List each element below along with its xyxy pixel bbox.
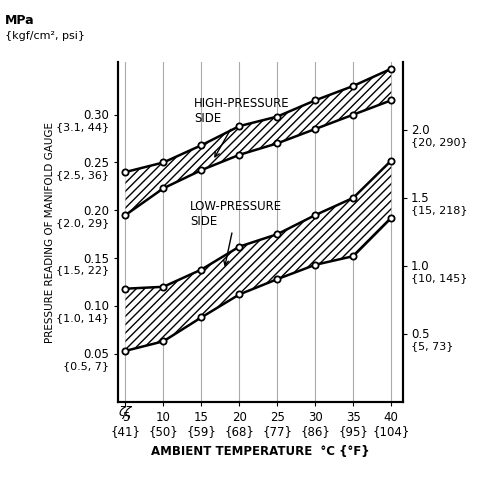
Text: {20, 290}: {20, 290} [411,137,468,147]
Text: 2.0: 2.0 [411,124,430,137]
Text: HIGH-PRESSURE
SIDE: HIGH-PRESSURE SIDE [194,97,289,157]
Text: AMBIENT TEMPERATURE  °C {°F}: AMBIENT TEMPERATURE °C {°F} [151,444,370,457]
Text: 20: 20 [232,410,247,423]
Text: {2.5, 36}: {2.5, 36} [56,169,109,180]
Text: {5, 73}: {5, 73} [411,340,454,350]
Text: 25: 25 [270,410,285,423]
Y-axis label: PRESSURE READING OF MANIFOLD GAUGE: PRESSURE READING OF MANIFOLD GAUGE [46,122,55,343]
Text: {50}: {50} [149,424,178,437]
Text: 0.30: 0.30 [83,109,109,122]
Text: 35: 35 [346,410,360,423]
Text: 0.10: 0.10 [83,300,109,313]
Text: 0.15: 0.15 [83,252,109,265]
Text: {68}: {68} [224,424,254,437]
Text: {77}: {77} [262,424,292,437]
Text: 0.20: 0.20 [83,204,109,217]
Text: LOW-PRESSURE
SIDE: LOW-PRESSURE SIDE [190,200,282,266]
Text: 15: 15 [194,410,209,423]
Text: {15, 218}: {15, 218} [411,205,467,215]
Text: {104}: {104} [373,424,410,437]
Text: {0.5, 7}: {0.5, 7} [63,361,109,370]
Text: {59}: {59} [187,424,217,437]
Text: {86}: {86} [300,424,330,437]
Text: {95}: {95} [338,424,368,437]
Text: {3.1, 44}: {3.1, 44} [56,122,109,132]
Text: {kgf/cm², psi}: {kgf/cm², psi} [5,31,85,41]
Text: 1.0: 1.0 [411,260,430,272]
Text: 0.5: 0.5 [411,328,430,340]
Text: 1.5: 1.5 [411,192,430,205]
Text: 40: 40 [384,410,399,423]
Text: MPa: MPa [5,14,34,27]
Text: 0.25: 0.25 [83,157,109,169]
Text: 30: 30 [308,410,323,423]
Text: {41}: {41} [110,424,140,437]
Text: {10, 145}: {10, 145} [411,272,467,283]
Text: {2.0, 29}: {2.0, 29} [56,217,109,227]
Text: {1.0, 14}: {1.0, 14} [56,313,109,323]
Text: 5: 5 [122,410,129,423]
Text: {1.5, 22}: {1.5, 22} [56,265,109,275]
Text: ζζ: ζζ [118,405,132,418]
Text: 10: 10 [156,410,171,423]
Text: 0.05: 0.05 [83,348,109,361]
